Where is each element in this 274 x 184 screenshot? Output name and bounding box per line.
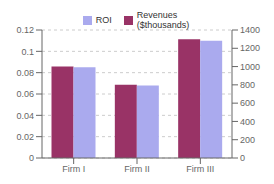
svg-text:400: 400: [240, 117, 255, 127]
svg-text:0: 0: [240, 153, 245, 163]
svg-text:0.04: 0.04: [16, 111, 34, 121]
svg-text:1200: 1200: [240, 43, 260, 53]
svg-text:1000: 1000: [240, 62, 260, 72]
svg-text:Firm III: Firm III: [186, 164, 214, 174]
html-text:Revenues ($thousands): Revenues ($thousands): [136, 10, 190, 30]
svg-text:0: 0: [29, 153, 34, 163]
svg-text:Firm I: Firm I: [62, 164, 85, 174]
svg-text:Firm II: Firm II: [124, 164, 150, 174]
svg-text:200: 200: [240, 135, 255, 145]
html-text:ROI: ROI: [95, 15, 112, 25]
svg-text:0.08: 0.08: [16, 68, 34, 78]
svg-text:600: 600: [240, 98, 255, 108]
svg-text:0.02: 0.02: [16, 132, 34, 142]
svg-text:0.06: 0.06: [16, 89, 34, 99]
svg-text:800: 800: [240, 80, 255, 90]
svg-text:1400: 1400: [240, 25, 260, 35]
svg-text:0.1: 0.1: [21, 47, 34, 57]
svg-text:0.12: 0.12: [16, 25, 34, 35]
